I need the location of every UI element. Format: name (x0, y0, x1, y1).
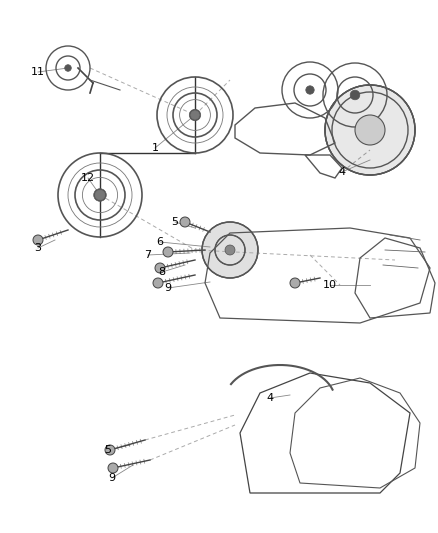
Text: 7: 7 (145, 250, 152, 260)
Text: 4: 4 (266, 393, 274, 403)
Circle shape (94, 189, 106, 201)
Text: 10: 10 (323, 280, 337, 290)
Text: 6: 6 (156, 237, 163, 247)
Circle shape (189, 109, 201, 120)
Circle shape (191, 111, 199, 119)
Circle shape (325, 85, 415, 175)
Circle shape (95, 190, 105, 200)
Text: 9: 9 (164, 283, 172, 293)
Circle shape (105, 445, 115, 455)
Circle shape (180, 217, 190, 227)
Circle shape (363, 123, 377, 137)
Circle shape (33, 235, 43, 245)
Circle shape (155, 263, 165, 273)
Text: 5: 5 (105, 445, 112, 455)
Text: 1: 1 (152, 143, 159, 153)
Circle shape (306, 86, 314, 94)
Circle shape (290, 278, 300, 288)
Circle shape (225, 245, 235, 255)
Circle shape (108, 463, 118, 473)
Text: 5: 5 (172, 217, 179, 227)
Text: 4: 4 (339, 167, 346, 177)
Circle shape (202, 222, 258, 278)
Text: 3: 3 (35, 243, 42, 253)
Text: 11: 11 (31, 67, 45, 77)
Circle shape (350, 90, 360, 100)
Circle shape (153, 278, 163, 288)
Circle shape (355, 115, 385, 145)
Circle shape (65, 64, 71, 71)
Text: 8: 8 (159, 267, 166, 277)
Text: 9: 9 (109, 473, 116, 483)
Circle shape (163, 247, 173, 257)
Circle shape (226, 246, 234, 254)
Text: 12: 12 (81, 173, 95, 183)
